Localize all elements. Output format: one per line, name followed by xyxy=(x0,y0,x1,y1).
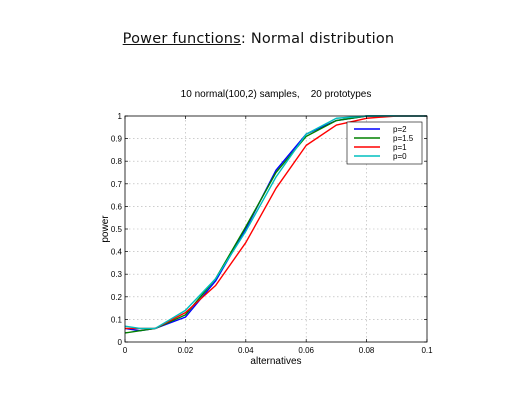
x-tick-label: 0.06 xyxy=(298,346,314,355)
y-axis-label: power xyxy=(100,215,111,243)
y-tick-label: 1 xyxy=(118,112,123,121)
y-tick-label: 0 xyxy=(118,338,123,347)
y-tick-label: 0.7 xyxy=(111,180,123,189)
y-tick-label: 0.8 xyxy=(111,157,123,166)
y-tick-label: 0.3 xyxy=(111,270,123,279)
x-axis-label: alternatives xyxy=(250,356,301,367)
x-tick-label: 0.02 xyxy=(178,346,194,355)
slide-title: Power functions: Normal distribution xyxy=(0,31,517,47)
legend-label: p=1.5 xyxy=(393,134,414,143)
legend: p=2p=1.5p=1p=0 xyxy=(346,121,423,165)
y-tick-label: 0.5 xyxy=(111,225,123,234)
legend-label: p=1 xyxy=(393,143,407,152)
legend-label: p=2 xyxy=(393,125,407,134)
x-tick-label: 0 xyxy=(123,346,128,355)
x-tick-label: 0.08 xyxy=(359,346,375,355)
slide-title-rest: : Normal distribution xyxy=(240,31,395,47)
y-tick-label: 0.6 xyxy=(111,202,123,211)
y-tick-label: 0.2 xyxy=(111,293,123,302)
chart-title: 10 normal(100,2) samples, 20 prototypes xyxy=(181,89,372,100)
y-tick-label: 0.9 xyxy=(111,135,123,144)
axis-ticks: 0 0.02 0.04 0.06 0.08 0.1 0 0.1 0.2 0.3 0.4 0.5 0.6 0… xyxy=(111,112,433,355)
x-tick-label: 0.04 xyxy=(238,346,254,355)
y-tick-label: 0.4 xyxy=(111,248,123,257)
y-tick-label: 0.1 xyxy=(111,315,123,324)
x-tick-label: 0.1 xyxy=(421,346,433,355)
slide-title-underlined: Power functions xyxy=(122,31,241,47)
legend-label: p=0 xyxy=(393,152,407,161)
